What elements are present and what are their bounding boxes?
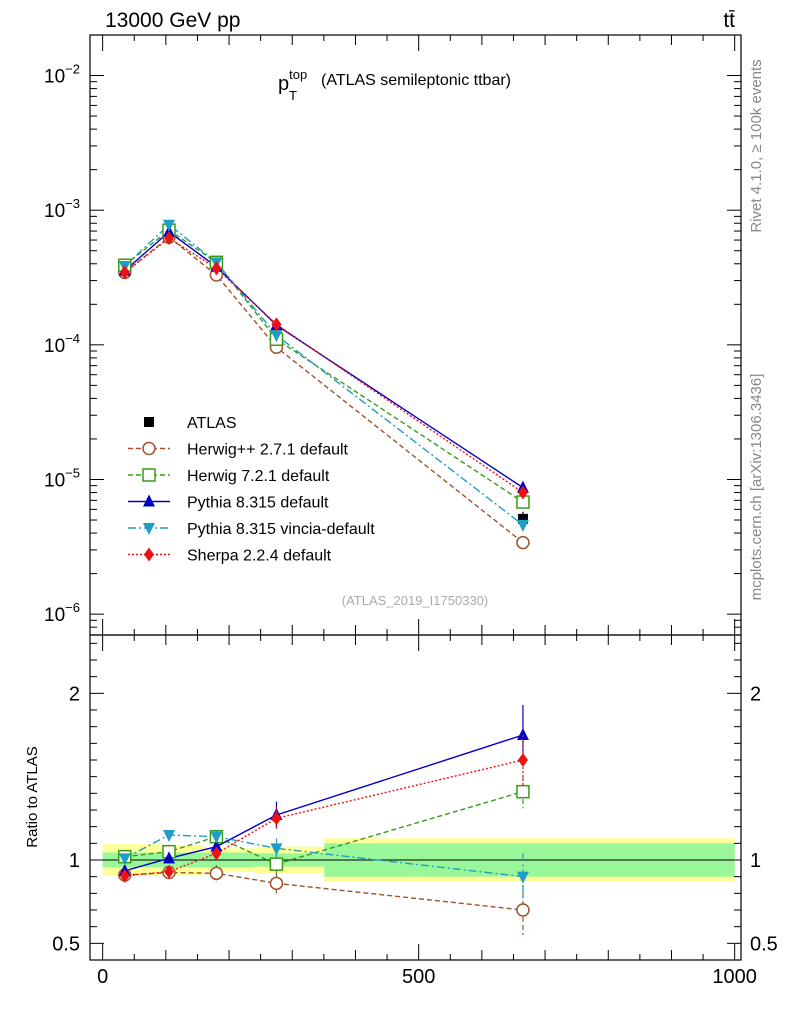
- ratio-point-1: [269, 857, 284, 871]
- ratio-point-4: [119, 868, 130, 883]
- ratio-point-0: [209, 866, 224, 881]
- legend-marker-3: [143, 523, 155, 535]
- ratio-line-4: [124, 759, 524, 877]
- site-label: mcplots.cern.ch [arXiv:1306.3436]: [748, 374, 765, 601]
- legend-label-0: Herwig++ 2.7.1 default: [187, 442, 349, 459]
- ratio-plot: 0.5 0.5 1 1 2 2 0 500 1000 Ratio to ATLAS: [24, 634, 778, 988]
- main-y-tick-label: 10−5: [44, 465, 80, 491]
- process-label: tt̄: [723, 9, 735, 32]
- series-point-4: [119, 265, 130, 280]
- ratio-y-tick-label-right: 2: [750, 683, 761, 705]
- main-x-ticks: [102, 35, 736, 635]
- series-point-0: [516, 535, 530, 550]
- legend-label-atlas: ATLAS: [187, 415, 237, 432]
- chart-title: ptop T: [278, 67, 307, 103]
- title-sub: T: [289, 88, 297, 103]
- legend: ATLAS Herwig++ 2.7.1 default Herwig 7.2.1 …: [128, 415, 375, 565]
- ratio-point-4: [211, 846, 222, 861]
- ratio-point-2: [163, 851, 176, 864]
- main-y-tick-label: 10−2: [44, 62, 80, 88]
- ratio-point-1: [516, 784, 530, 799]
- series-point-4: [164, 231, 175, 246]
- ratio-point-4: [517, 753, 528, 767]
- series-line-1: [124, 229, 524, 503]
- main-y-axis: 10−6 10−5 10−4 10−3 10−2: [44, 34, 741, 636]
- series-point-4: [271, 317, 282, 332]
- series-point-3: [270, 330, 283, 343]
- ratio-x-tick-label: 0: [97, 966, 108, 988]
- ratio-y-axis: 0.5 0.5 1 1 2 2: [52, 642, 778, 955]
- legend-marker-4: [144, 547, 154, 562]
- ratio-x-tick-label: 500: [402, 966, 435, 988]
- legend-marker-1: [142, 468, 156, 482]
- ratio-series-lines: [124, 734, 524, 911]
- main-plot: 10−6 10−5 10−4 10−3 10−2 ptop T (ATLAS semile…: [44, 34, 742, 636]
- title-p: p: [278, 73, 289, 95]
- legend-marker-2: [143, 494, 155, 507]
- title-sup: top: [289, 67, 307, 82]
- legend-marker-0: [142, 441, 156, 456]
- ratio-point-3: [210, 831, 223, 844]
- ratio-point-3: [270, 843, 283, 856]
- series-point-3: [163, 219, 176, 232]
- analysis-label: (ATLAS_2019_I1750330): [342, 593, 488, 608]
- ratio-point-0: [269, 876, 284, 891]
- series-point-3: [516, 519, 529, 532]
- main-frame: [89, 34, 742, 636]
- chart-title-rest: (ATLAS semileptonic ttbar): [321, 72, 511, 89]
- ratio-y-tick-label: 1: [69, 850, 80, 872]
- legend-label-4: Sherpa 2.2.4 default: [187, 548, 332, 565]
- ratio-point-0: [516, 903, 530, 917]
- atlas-point: [517, 513, 528, 524]
- legend-marker-atlas: [144, 417, 154, 427]
- ratio-y-tick-label-right: 1: [750, 850, 761, 872]
- main-y-tick-label: 10−3: [44, 196, 80, 222]
- ratio-point-2: [516, 728, 529, 740]
- ratio-markers: [118, 705, 530, 935]
- legend-label-2: Pythia 8.315 default: [187, 495, 329, 512]
- ratio-y-tick-label-right: 0.5: [750, 933, 778, 955]
- ratio-x-tick-label: 1000: [712, 966, 757, 988]
- series-point-4: [517, 485, 528, 500]
- ratio-point-4: [164, 864, 175, 879]
- ratio-frame: [89, 634, 742, 961]
- ratio-point-3: [516, 871, 529, 884]
- series-point-4: [211, 261, 222, 276]
- legend-label-1: Herwig 7.2.1 default: [187, 468, 330, 485]
- ratio-point-4: [271, 811, 282, 826]
- main-y-tick-label: 10−6: [44, 600, 80, 626]
- ratio-point-3: [163, 830, 176, 842]
- main-markers: [118, 219, 530, 550]
- ratio-point-3: [118, 853, 131, 866]
- ratio-y-tick-label: 2: [69, 683, 80, 705]
- ratio-y-tick-label: 0.5: [52, 933, 80, 955]
- beam-label: 13000 GeV pp: [105, 9, 240, 32]
- ratio-x-axis: 0 500 1000: [97, 635, 757, 988]
- ratio-point-2: [210, 839, 223, 852]
- ratio-uncertainty-bands: [90, 838, 741, 882]
- legend-label-3: Pythia 8.315 vincia-default: [187, 521, 375, 538]
- series-line-0: [124, 236, 524, 544]
- main-y-tick-label: 10−4: [44, 331, 80, 357]
- ratio-y-label: Ratio to ATLAS: [24, 746, 41, 847]
- rivet-label: Rivet 4.1.0, ≥ 100k events: [748, 59, 765, 232]
